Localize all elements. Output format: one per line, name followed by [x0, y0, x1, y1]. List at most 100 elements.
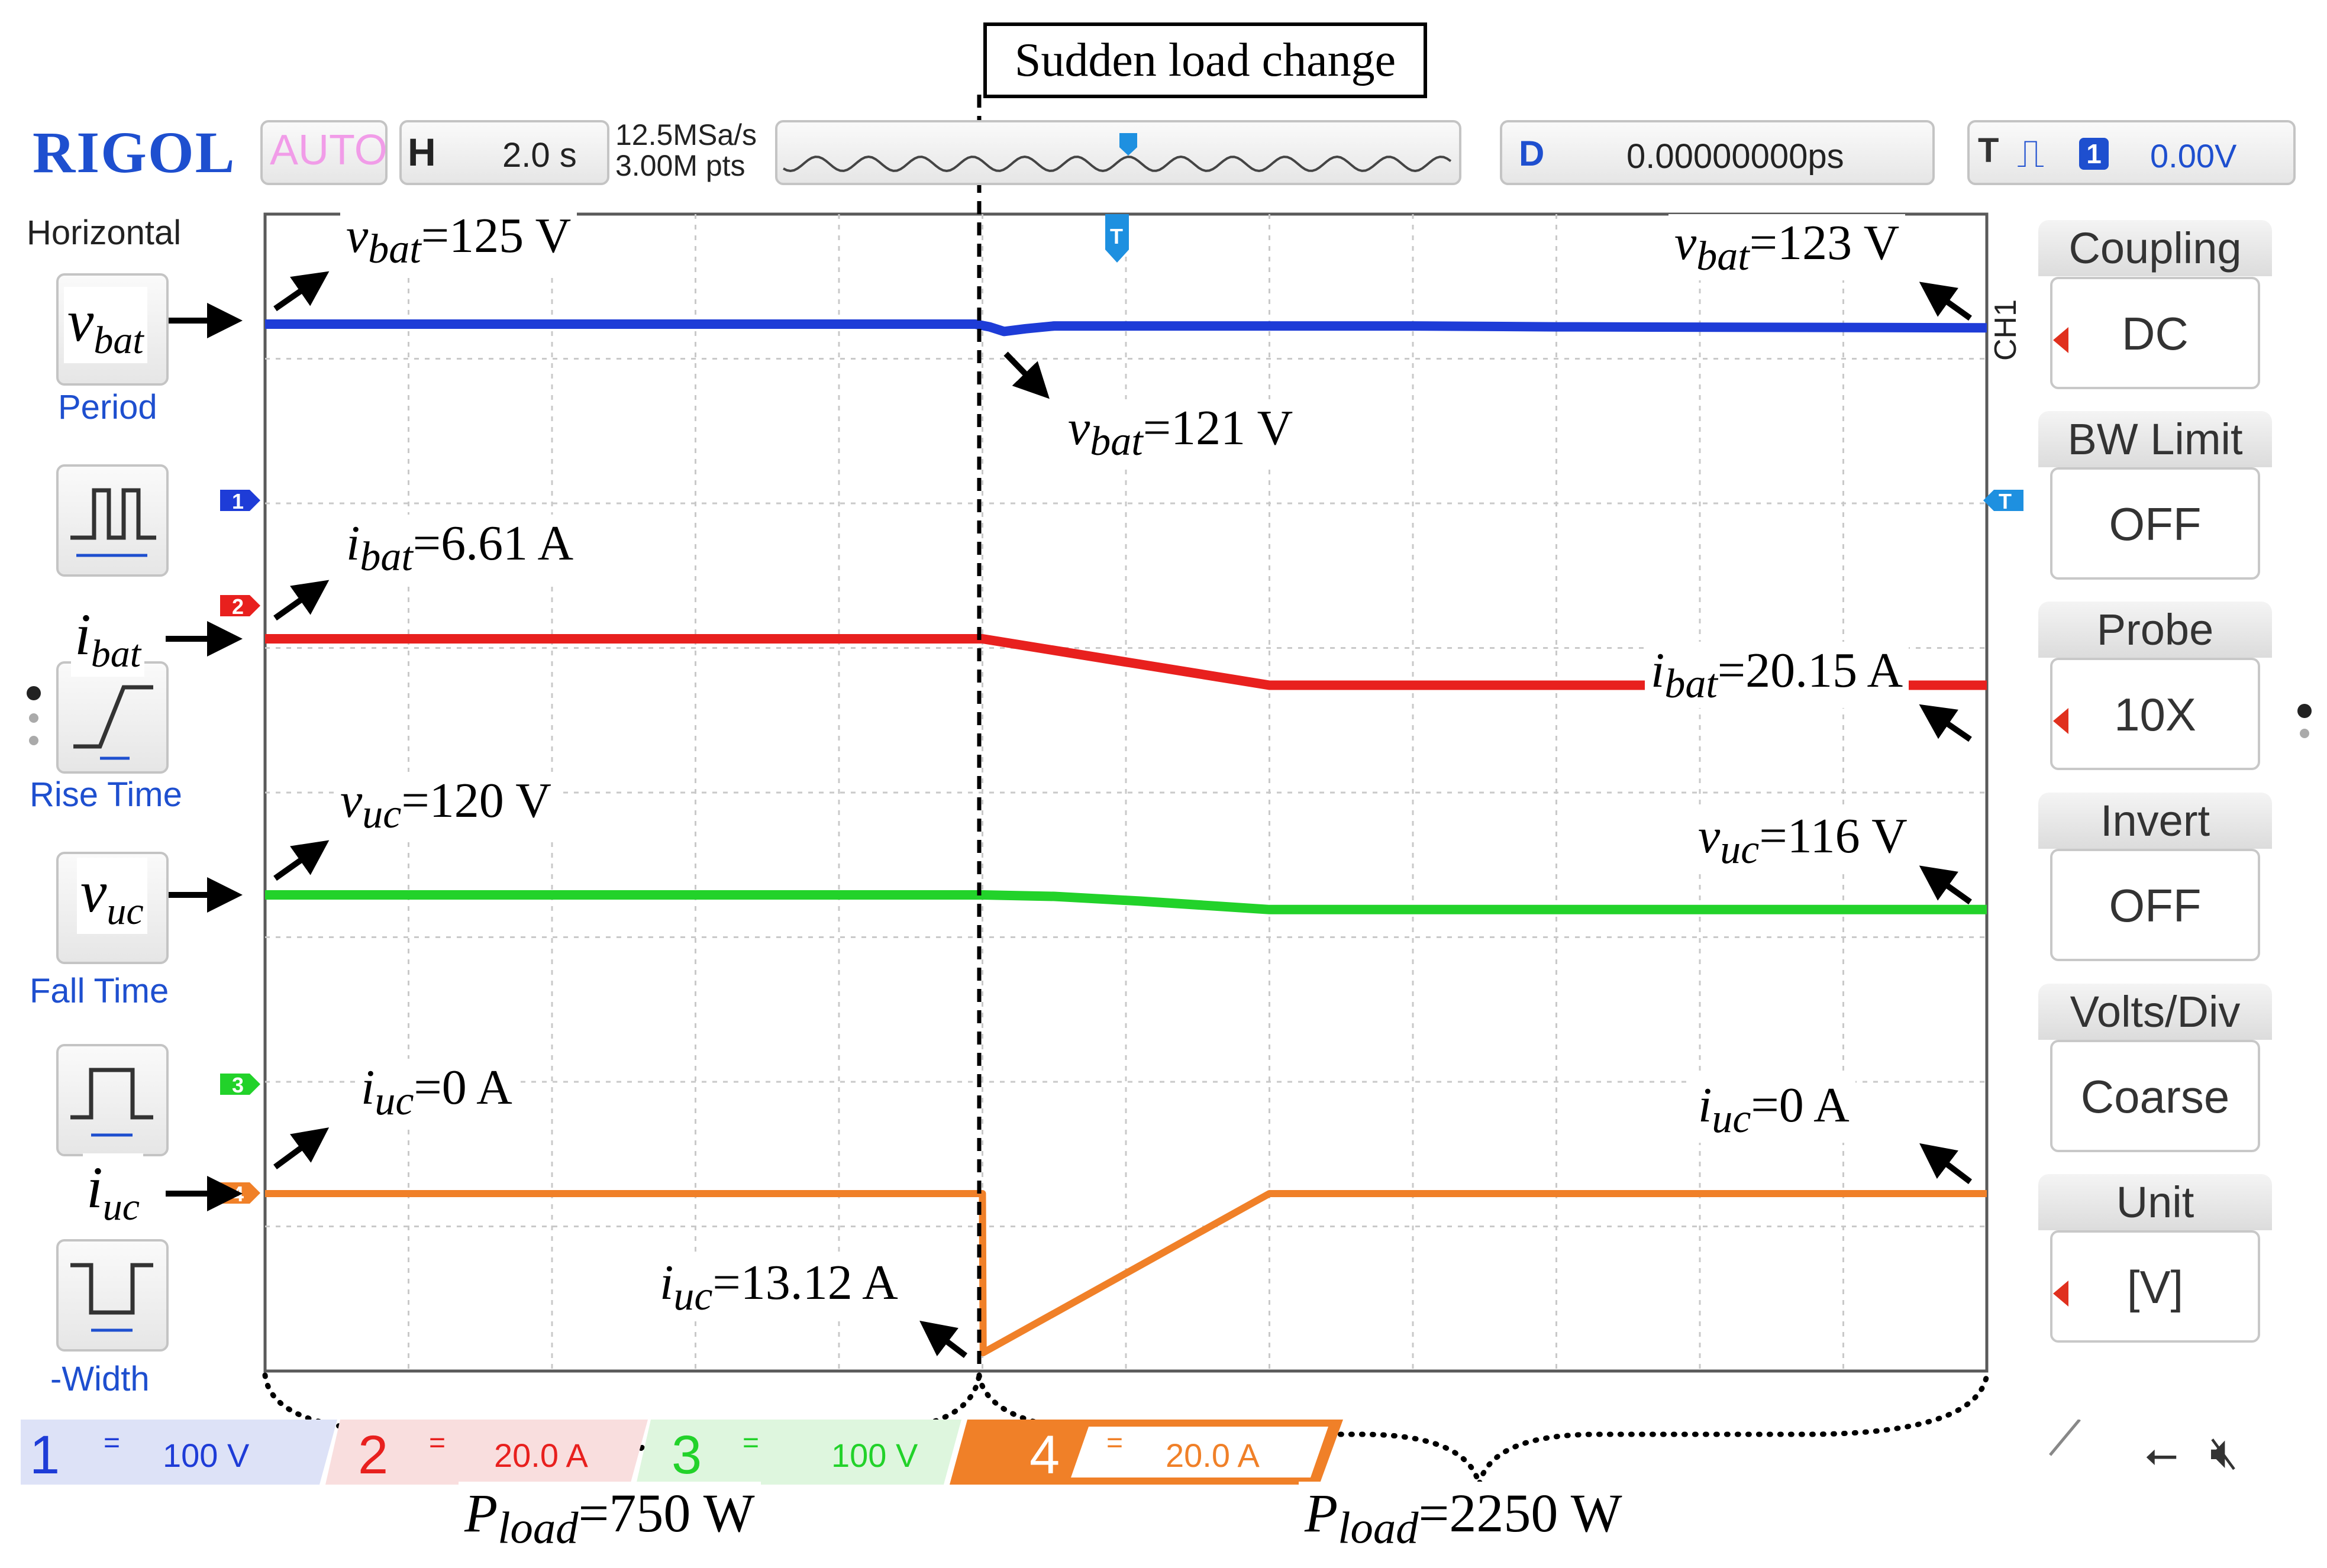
- ibat-before-sub: bat: [360, 534, 413, 580]
- pload-after-sym: P: [1305, 1483, 1338, 1543]
- fall-time-label: Fall Time: [30, 972, 169, 1010]
- waveform-traces: [265, 319, 1987, 1356]
- ibat-after-label: ibat=20.15 A: [1645, 642, 1909, 708]
- probe-title: Probe: [2038, 602, 2272, 658]
- vbat-after-value: =123 V: [1749, 215, 1900, 270]
- ibat-after-value: =20.15 A: [1717, 643, 1903, 698]
- vbat-dip-sym: v: [1068, 400, 1090, 455]
- probe-arrow-icon: [2053, 708, 2068, 734]
- ch2-coupling: =: [429, 1427, 446, 1459]
- overview-waveform: [783, 133, 1452, 173]
- minus-width-button[interactable]: [56, 1239, 169, 1352]
- vuc-before-sub: uc: [362, 791, 402, 837]
- vuc-before-sym: v: [340, 773, 363, 828]
- volts-div-value[interactable]: Coarse: [2050, 1040, 2260, 1152]
- left-label-ibat-sub: bat: [91, 632, 141, 675]
- left-label-vuc-sub: uc: [106, 890, 144, 933]
- usb-icon: ⭠: [2145, 1431, 2178, 1477]
- pload-after-sub: load: [1338, 1502, 1419, 1553]
- svg-text:3: 3: [232, 1073, 244, 1097]
- left-label-ibat: ibat: [71, 600, 145, 677]
- event-callout-text: Sudden load change: [1014, 34, 1396, 86]
- coupling-value[interactable]: DC: [2050, 277, 2260, 389]
- vbat-trace: [265, 319, 1987, 337]
- ibat-before-sym: i: [346, 516, 360, 571]
- minus-width-label: -Width: [50, 1360, 150, 1398]
- invert-title: Invert: [2038, 793, 2272, 849]
- probe-value[interactable]: 10X: [2050, 658, 2260, 770]
- ch1-scale: 100 V: [163, 1437, 250, 1474]
- iuc-peak-value: =13.12 A: [712, 1255, 898, 1310]
- timebase-panel[interactable]: H 2.0 s: [399, 120, 609, 185]
- ch1-number[interactable]: 1: [30, 1425, 60, 1485]
- iuc-before-sym: i: [361, 1060, 375, 1115]
- ibat-after-sub: bat: [1664, 661, 1718, 707]
- freq-button[interactable]: [56, 464, 169, 577]
- volts-div-title: Volts/Div: [2038, 984, 2272, 1040]
- iuc-after-label: iuc=0 A: [1692, 1076, 1855, 1143]
- run-mode-badge[interactable]: AUTO: [260, 120, 388, 185]
- vbat-after-label: vbat=123 V: [1668, 214, 1906, 280]
- unit-value[interactable]: [V]: [2050, 1230, 2260, 1343]
- rise-time-icon: [73, 685, 153, 760]
- vbat-before-sub: bat: [368, 226, 421, 272]
- iuc-before-value: =0 A: [414, 1060, 512, 1115]
- trigger-source-badge: 1: [2079, 138, 2109, 170]
- right-page-dots: [2297, 704, 2312, 738]
- rise-time-button[interactable]: [56, 661, 169, 774]
- left-label-vuc: vuc: [77, 858, 147, 934]
- coupling-arrow-icon: [2053, 327, 2068, 353]
- timebase-key: H: [408, 130, 436, 174]
- channel-2-marker: [220, 595, 260, 616]
- event-callout: Sudden load change: [983, 22, 1427, 98]
- ch4-number[interactable]: 4: [1029, 1425, 1060, 1485]
- iuc-peak-label: iuc=13.12 A: [654, 1254, 904, 1320]
- pload-before-label: Pload=750 W: [459, 1482, 761, 1554]
- left-label-vbat-sub: bat: [93, 319, 144, 362]
- ibat-after-sym: i: [1651, 643, 1665, 698]
- run-mode-label: AUTO: [270, 127, 388, 174]
- vuc-after-label: vuc=116 V: [1692, 807, 1913, 874]
- ch3-coupling: =: [743, 1427, 760, 1459]
- vbat-dip-sub: bat: [1090, 418, 1143, 464]
- vuc-after-sym: v: [1698, 809, 1721, 864]
- iuc-peak-sub: uc: [673, 1273, 713, 1319]
- vuc-before-label: vuc=120 V: [334, 772, 557, 838]
- pload-before-sym: P: [464, 1483, 498, 1543]
- svg-text:1: 1: [232, 489, 244, 513]
- freq-icon: [70, 488, 156, 557]
- trigger-panel[interactable]: T ⎍ 1 0.00V: [1967, 120, 2296, 185]
- unit-title: Unit: [2038, 1174, 2272, 1230]
- ch3-number[interactable]: 3: [672, 1425, 702, 1485]
- iuc-after-value: =0 A: [1751, 1078, 1850, 1133]
- ch1-coupling: =: [104, 1427, 121, 1459]
- trigger-position-marker: [1105, 214, 1129, 263]
- iuc-before-sub: uc: [375, 1078, 414, 1124]
- rising-edge-icon: ⎍: [2017, 131, 2045, 175]
- pload-after-label: Pload=2250 W: [1299, 1482, 1628, 1554]
- vuc-trace: [265, 890, 1987, 914]
- period-label: Period: [58, 388, 157, 426]
- bw-limit-value[interactable]: OFF: [2050, 467, 2260, 580]
- plus-width-button[interactable]: [56, 1044, 169, 1156]
- left-label-iuc: iuc: [83, 1153, 144, 1230]
- ch2-number[interactable]: 2: [358, 1425, 389, 1485]
- left-label-vuc-sym: v: [80, 859, 107, 924]
- vuc-after-sub: uc: [1720, 826, 1760, 872]
- channel-bar: 1 = 100 V 2 = 20.0 A 3 = 100 V 4 = 20.0 …: [21, 1420, 2322, 1491]
- speaker-mute-icon: 🔇︎: [2210, 1427, 2238, 1478]
- svg-text:T: T: [1110, 224, 1123, 248]
- delay-panel[interactable]: D 0.00000000ps: [1500, 120, 1935, 185]
- vbat-before-label: vbat=125 V: [340, 207, 577, 273]
- menu-page-dots: [27, 686, 41, 745]
- invert-value[interactable]: OFF: [2050, 849, 2260, 961]
- vuc-after-value: =116 V: [1759, 809, 1908, 864]
- iuc-peak-sym: i: [660, 1255, 674, 1310]
- delay-value: 0.00000000ps: [1626, 137, 1844, 176]
- bw-limit-title: BW Limit: [2038, 411, 2272, 467]
- left-label-ibat-sym: i: [75, 602, 91, 667]
- channel-3-marker: [220, 1074, 260, 1095]
- waveform-overview[interactable]: [775, 120, 1461, 185]
- pload-before-value: =750 W: [578, 1483, 755, 1543]
- acquisition-info: 12.5MSa/s 3.00M pts: [615, 119, 757, 181]
